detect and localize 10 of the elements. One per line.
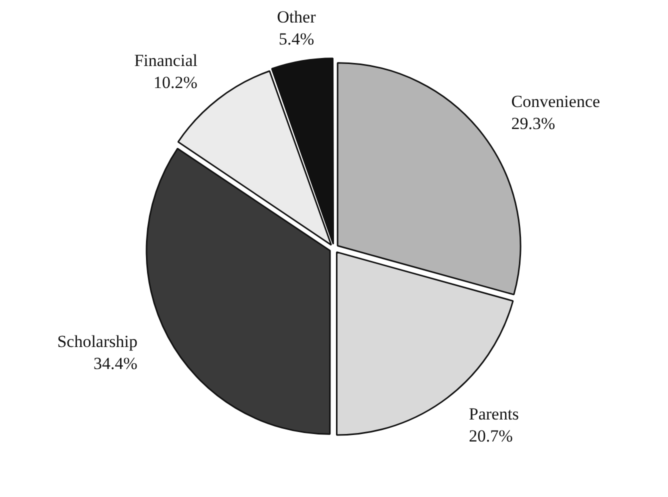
data-label: 20.7% <box>468 426 513 446</box>
slice-label: Scholarship <box>57 332 138 351</box>
slice-label: Financial <box>134 50 198 70</box>
slice-label: Other <box>277 7 316 26</box>
data-label: 29.3% <box>511 114 556 134</box>
slice-label: Parents <box>468 404 519 424</box>
data-label: 10.2% <box>154 72 198 92</box>
data-label: 5.4% <box>278 29 314 48</box>
slice-label: Convenience <box>511 92 600 112</box>
data-label: 34.4% <box>94 354 138 373</box>
